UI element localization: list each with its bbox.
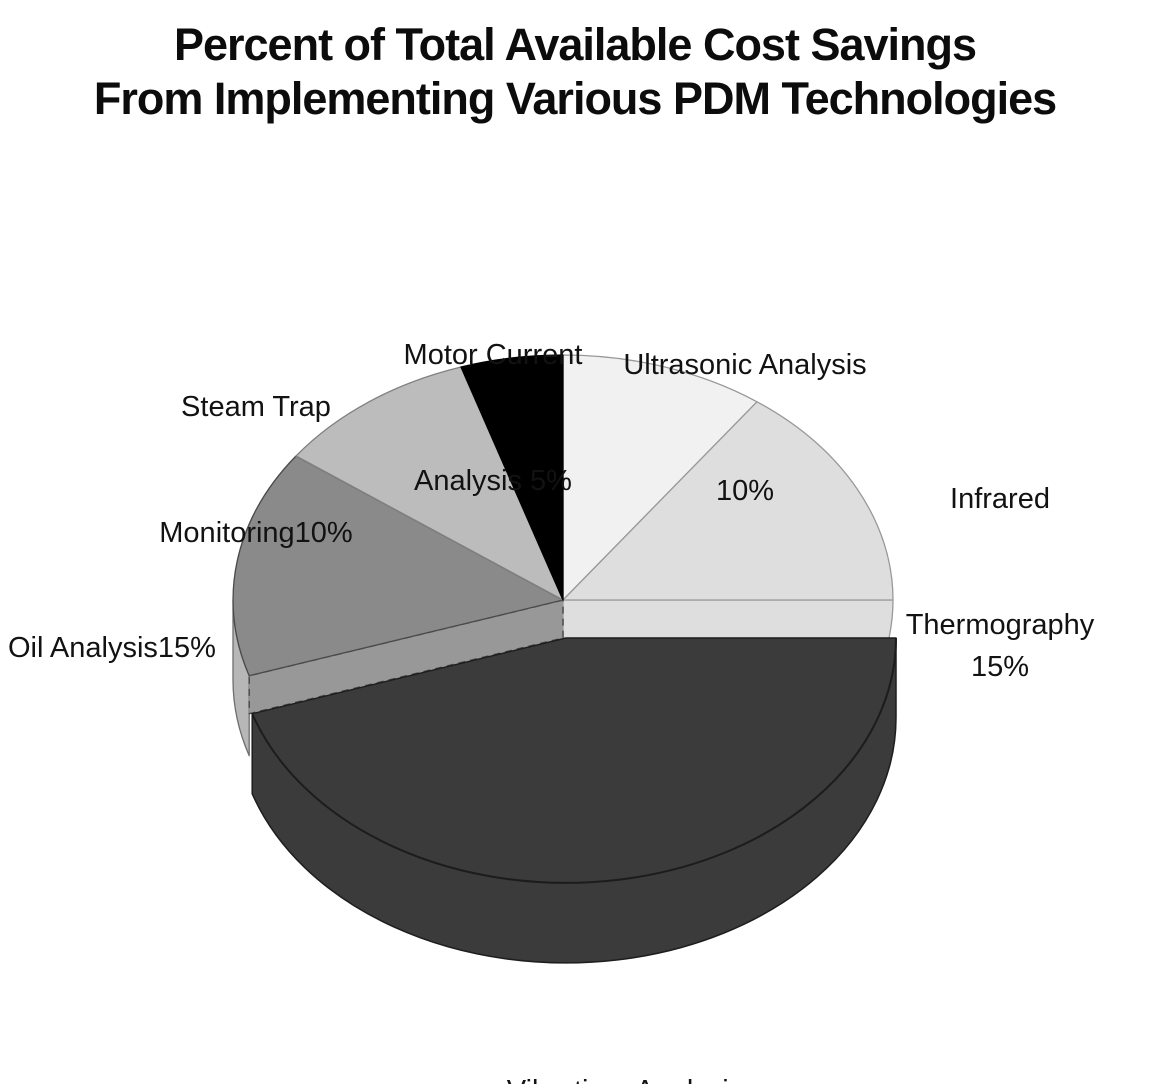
chart-title-line1: Percent of Total Available Cost Savings <box>173 19 977 70</box>
pie-slice-infrared-cut-face <box>562 599 894 639</box>
slice-label-line: Monitoring10% <box>159 517 353 549</box>
pie-slice-oil-cut-face <box>248 599 564 715</box>
chart-title-line2: From Implementing Various PDM Technologi… <box>93 73 1057 124</box>
slice-label-line: Analysis 5% <box>414 465 572 497</box>
pie-slice-motor <box>460 354 564 601</box>
pie-slice-ultrasonic <box>562 354 758 601</box>
slice-label-motor-current: Motor Current Analysis 5% <box>404 250 583 586</box>
slice-label-line: Infrared <box>950 483 1050 515</box>
slice-label-line: Oil Analysis15% <box>8 632 216 664</box>
slice-label-ultrasonic: Ultrasonic Analysis 10% <box>623 260 866 596</box>
slice-label-line: 10% <box>715 475 775 507</box>
slice-label-steam-trap: Steam Trap Monitoring10% <box>159 302 352 638</box>
pie-slice-vibration <box>251 637 897 964</box>
pie-slice-vibration-rim-edge-line <box>251 637 897 884</box>
slice-label-line: Vibration Analysis <box>507 1070 743 1084</box>
chart-title: Percent of Total Available Cost Savings … <box>93 18 1057 126</box>
slice-label-oil: Oil Analysis15% <box>8 543 216 753</box>
pie-slice-oil <box>232 455 564 677</box>
pie-slice-infrared <box>562 401 894 601</box>
slice-label-line: Steam Trap <box>181 391 331 423</box>
slice-label-infrared: Infrared Thermography 15% <box>906 394 1095 772</box>
pie-slice-steam <box>295 366 564 601</box>
slice-label-vibration: Vibration Analysis 45% <box>507 986 743 1084</box>
slice-label-line: Motor Current <box>403 339 583 371</box>
slice-label-line: Ultrasonic Analysis <box>623 349 867 381</box>
slice-label-line: Thermography 15% <box>905 609 1103 683</box>
